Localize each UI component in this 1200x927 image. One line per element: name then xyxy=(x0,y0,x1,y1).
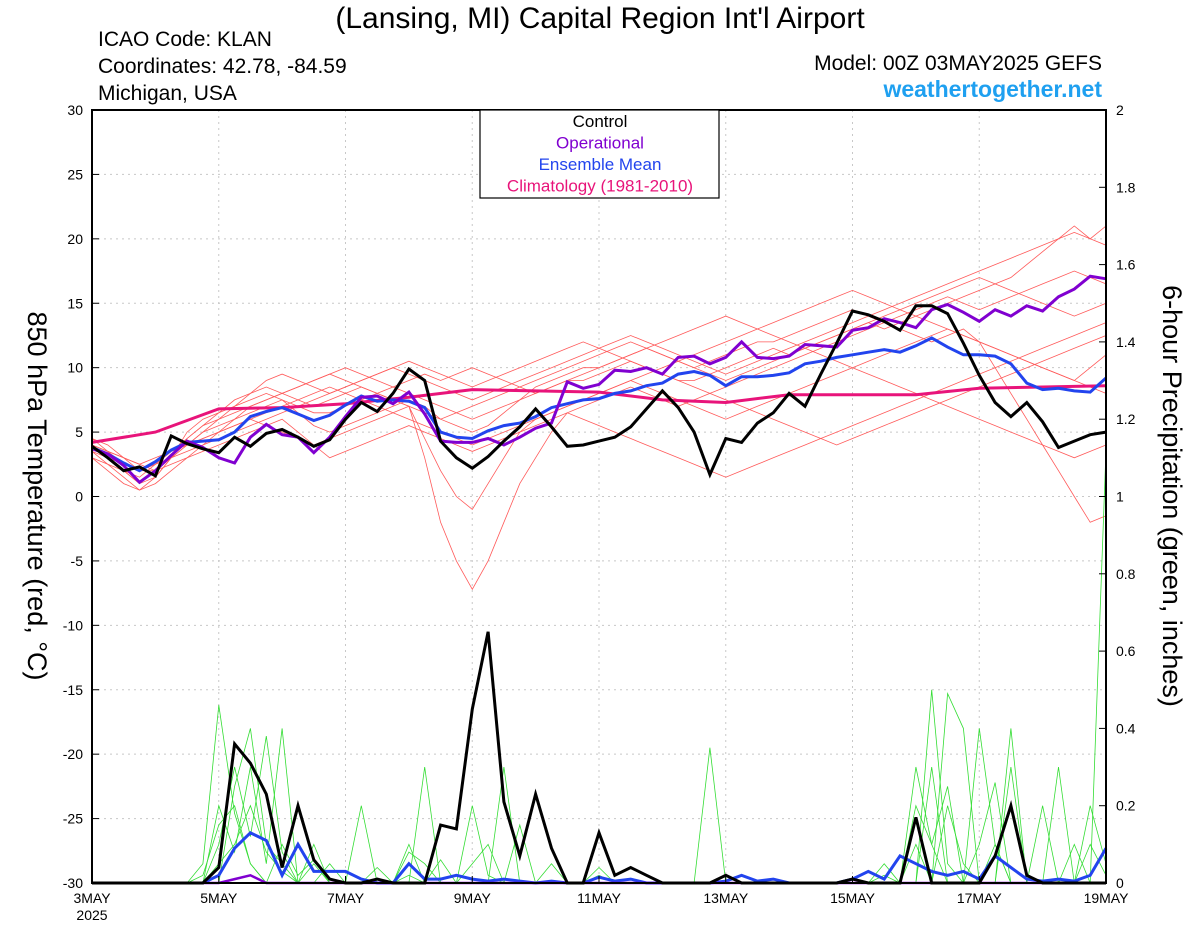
icao-code: ICAO Code: KLAN xyxy=(98,28,272,51)
y-left-tick-label: -15 xyxy=(63,682,83,698)
x-tick-label: 7MAY xyxy=(327,890,365,906)
x-tick-sublabel: 2025 xyxy=(76,907,107,923)
y-right-tick-label: 0.4 xyxy=(1116,720,1136,736)
x-tick-label: 5MAY xyxy=(200,890,238,906)
y-left-tick-label: 25 xyxy=(67,166,83,182)
y-left-tick-label: -20 xyxy=(63,746,83,762)
y-right-tick-label: 1 xyxy=(1116,489,1124,505)
y-left-tick-label: 30 xyxy=(67,102,83,118)
y-left-tick-label: 20 xyxy=(67,231,83,247)
coordinates: Coordinates: 42.78, -84.59 xyxy=(98,55,347,78)
gridlines xyxy=(92,110,1106,883)
y-right-tick-label: 2 xyxy=(1116,102,1124,118)
y-axis-left-label: 850 hPa Temperature (red, °C) xyxy=(22,312,52,681)
y-right-tick-label: 1.2 xyxy=(1116,411,1136,427)
member-precip-line xyxy=(92,728,1107,884)
legend-box xyxy=(479,109,720,199)
legend: Control Operational Ensemble Mean Climatolo… xyxy=(479,109,720,199)
model-run: Model: 00Z 03MAY2025 GEFS xyxy=(814,52,1102,75)
y-left-tick-label: -25 xyxy=(63,811,83,827)
y-right-tick-label: 1.6 xyxy=(1116,257,1136,273)
y-right-tick-label: 1.8 xyxy=(1116,179,1136,195)
mean-temp-line xyxy=(91,336,1107,473)
control-temp-line xyxy=(91,304,1107,479)
member-temp-line xyxy=(91,335,1107,472)
y-left-tick-label: 0 xyxy=(75,489,83,505)
site-name[interactable]: weathertogether.net xyxy=(883,76,1102,102)
y-left-tick-label: 10 xyxy=(67,360,83,376)
y-right-tick-label: 0 xyxy=(1116,875,1124,891)
region: Michigan, USA xyxy=(98,82,237,105)
x-tick-label: 17MAY xyxy=(957,890,1003,906)
legend-item-climatology-1981-2010: Climatology (1981-2010) xyxy=(507,177,693,196)
x-tick-label: 11MAY xyxy=(577,890,621,906)
x-tick-label: 9MAY xyxy=(454,890,492,906)
chart-title: (Lansing, MI) Capital Region Int'l Airpo… xyxy=(335,2,865,35)
legend-item-ensemble-mean: Ensemble Mean xyxy=(539,155,662,174)
legend-item-control: Control xyxy=(573,112,628,131)
x-tick-label: 13MAY xyxy=(703,890,749,906)
operational-temp-line xyxy=(91,274,1107,485)
y-right-tick-label: 1.4 xyxy=(1116,334,1136,350)
y-left-tick-label: -5 xyxy=(71,553,84,569)
legend-item-operational: Operational xyxy=(556,134,644,153)
member-temp-line xyxy=(91,289,1107,465)
y-right-tick-label: 0.6 xyxy=(1116,643,1136,659)
y-axis-right-label: 6-hour Precipitation (green, inches) xyxy=(1157,285,1187,707)
x-tick-label: 19MAY xyxy=(1084,890,1130,906)
y-left-tick-label: -30 xyxy=(63,875,83,891)
y-left-tick-label: 5 xyxy=(75,424,83,440)
member-precip-line xyxy=(92,766,1107,884)
y-right-tick-label: 0.2 xyxy=(1116,798,1136,814)
x-tick-label: 3MAY xyxy=(73,890,111,906)
x-tick-label: 15MAY xyxy=(830,890,876,906)
y-right-tick-label: 0.8 xyxy=(1116,566,1136,582)
member-temp-line xyxy=(91,315,1107,491)
y-left-tick-label: -10 xyxy=(63,617,83,633)
climatology-temp-line xyxy=(91,384,1107,444)
y-left-tick-label: 15 xyxy=(67,295,83,311)
